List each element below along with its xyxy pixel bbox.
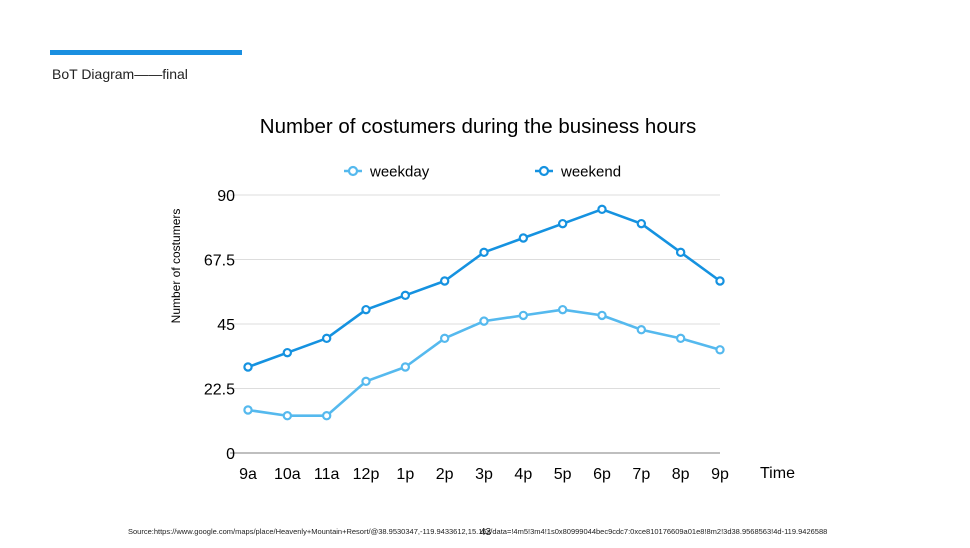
y-tick-label: 90 [217,188,235,205]
legend-label-weekday: weekday [369,164,430,181]
data-point-weekday [675,333,686,344]
x-tick-label: 1p [396,466,414,483]
data-point-weekend [321,333,332,344]
accent-bar [50,50,242,55]
data-point-weekday [361,376,371,387]
data-point-weekend [557,218,568,229]
source-note: Source:https://www.google.com/maps/place… [128,527,828,536]
legend-marker-weekday [347,165,359,177]
y-tick-label: 67.5 [204,253,235,270]
data-point-weekday [400,362,411,372]
series-layer [243,204,725,421]
data-point-weekend [675,247,686,258]
data-point-weekday [636,325,647,335]
data-point-weekday [715,345,725,355]
x-tick-label: 12p [353,466,380,483]
y-tick-label: 0 [226,446,235,463]
data-point-weekday [439,333,450,344]
x-tick-label: 7p [632,466,650,483]
data-point-weekday [282,411,293,421]
data-point-weekday [557,304,568,315]
data-point-weekend [439,276,450,286]
chart-title: Number of costumers during the business … [260,115,696,138]
slide-subtitle: BoT Diagram——final [52,66,188,82]
data-point-weekend [597,204,607,215]
x-tick-label: 6p [593,466,611,483]
series-weekday [243,304,725,421]
x-axis-ticks: 9a 10a 11a 12p 1p 2p 3p 4p 5p 6p 7p 8p 9p [239,466,729,483]
data-point-weekday [321,411,332,421]
x-tick-label: 10a [274,466,301,483]
x-tick-label: 5p [554,466,572,483]
data-point-weekday [518,310,529,321]
legend-marker-weekend [538,165,550,177]
x-tick-label: 11a [314,466,340,483]
legend-item-weekend: weekend [535,164,621,181]
x-tick-label: 4p [514,466,532,483]
data-point-weekend [479,247,489,258]
x-tick-label: 9p [711,466,729,483]
data-point-weekday [597,310,607,321]
legend-item-weekday: weekday [344,164,430,181]
page-number: 43 [480,527,492,538]
x-tick-label: 8p [672,466,690,483]
legend: weekday weekend [344,164,621,181]
data-point-weekday [243,405,253,415]
y-axis-label: Number of costumers [169,209,183,324]
y-tick-label: 45 [217,317,235,334]
data-point-weekend [361,304,371,315]
x-tick-label: 3p [475,466,493,483]
x-tick-label: 9a [239,466,257,483]
data-point-weekday [479,316,489,326]
data-point-weekend [243,362,253,372]
y-tick-label: 22.5 [204,382,235,399]
y-axis-ticks: 0 22.5 45 67.5 90 [204,188,235,463]
data-point-weekend [282,347,293,358]
x-axis-label: Time [760,465,795,482]
data-point-weekend [518,233,529,243]
data-point-weekend [400,290,411,301]
legend-label-weekend: weekend [560,164,621,181]
x-tick-label: 2p [436,466,454,483]
series-line-weekend [246,208,722,369]
series-weekend [243,204,725,372]
data-point-weekend [636,218,647,229]
data-point-weekend [715,276,725,286]
